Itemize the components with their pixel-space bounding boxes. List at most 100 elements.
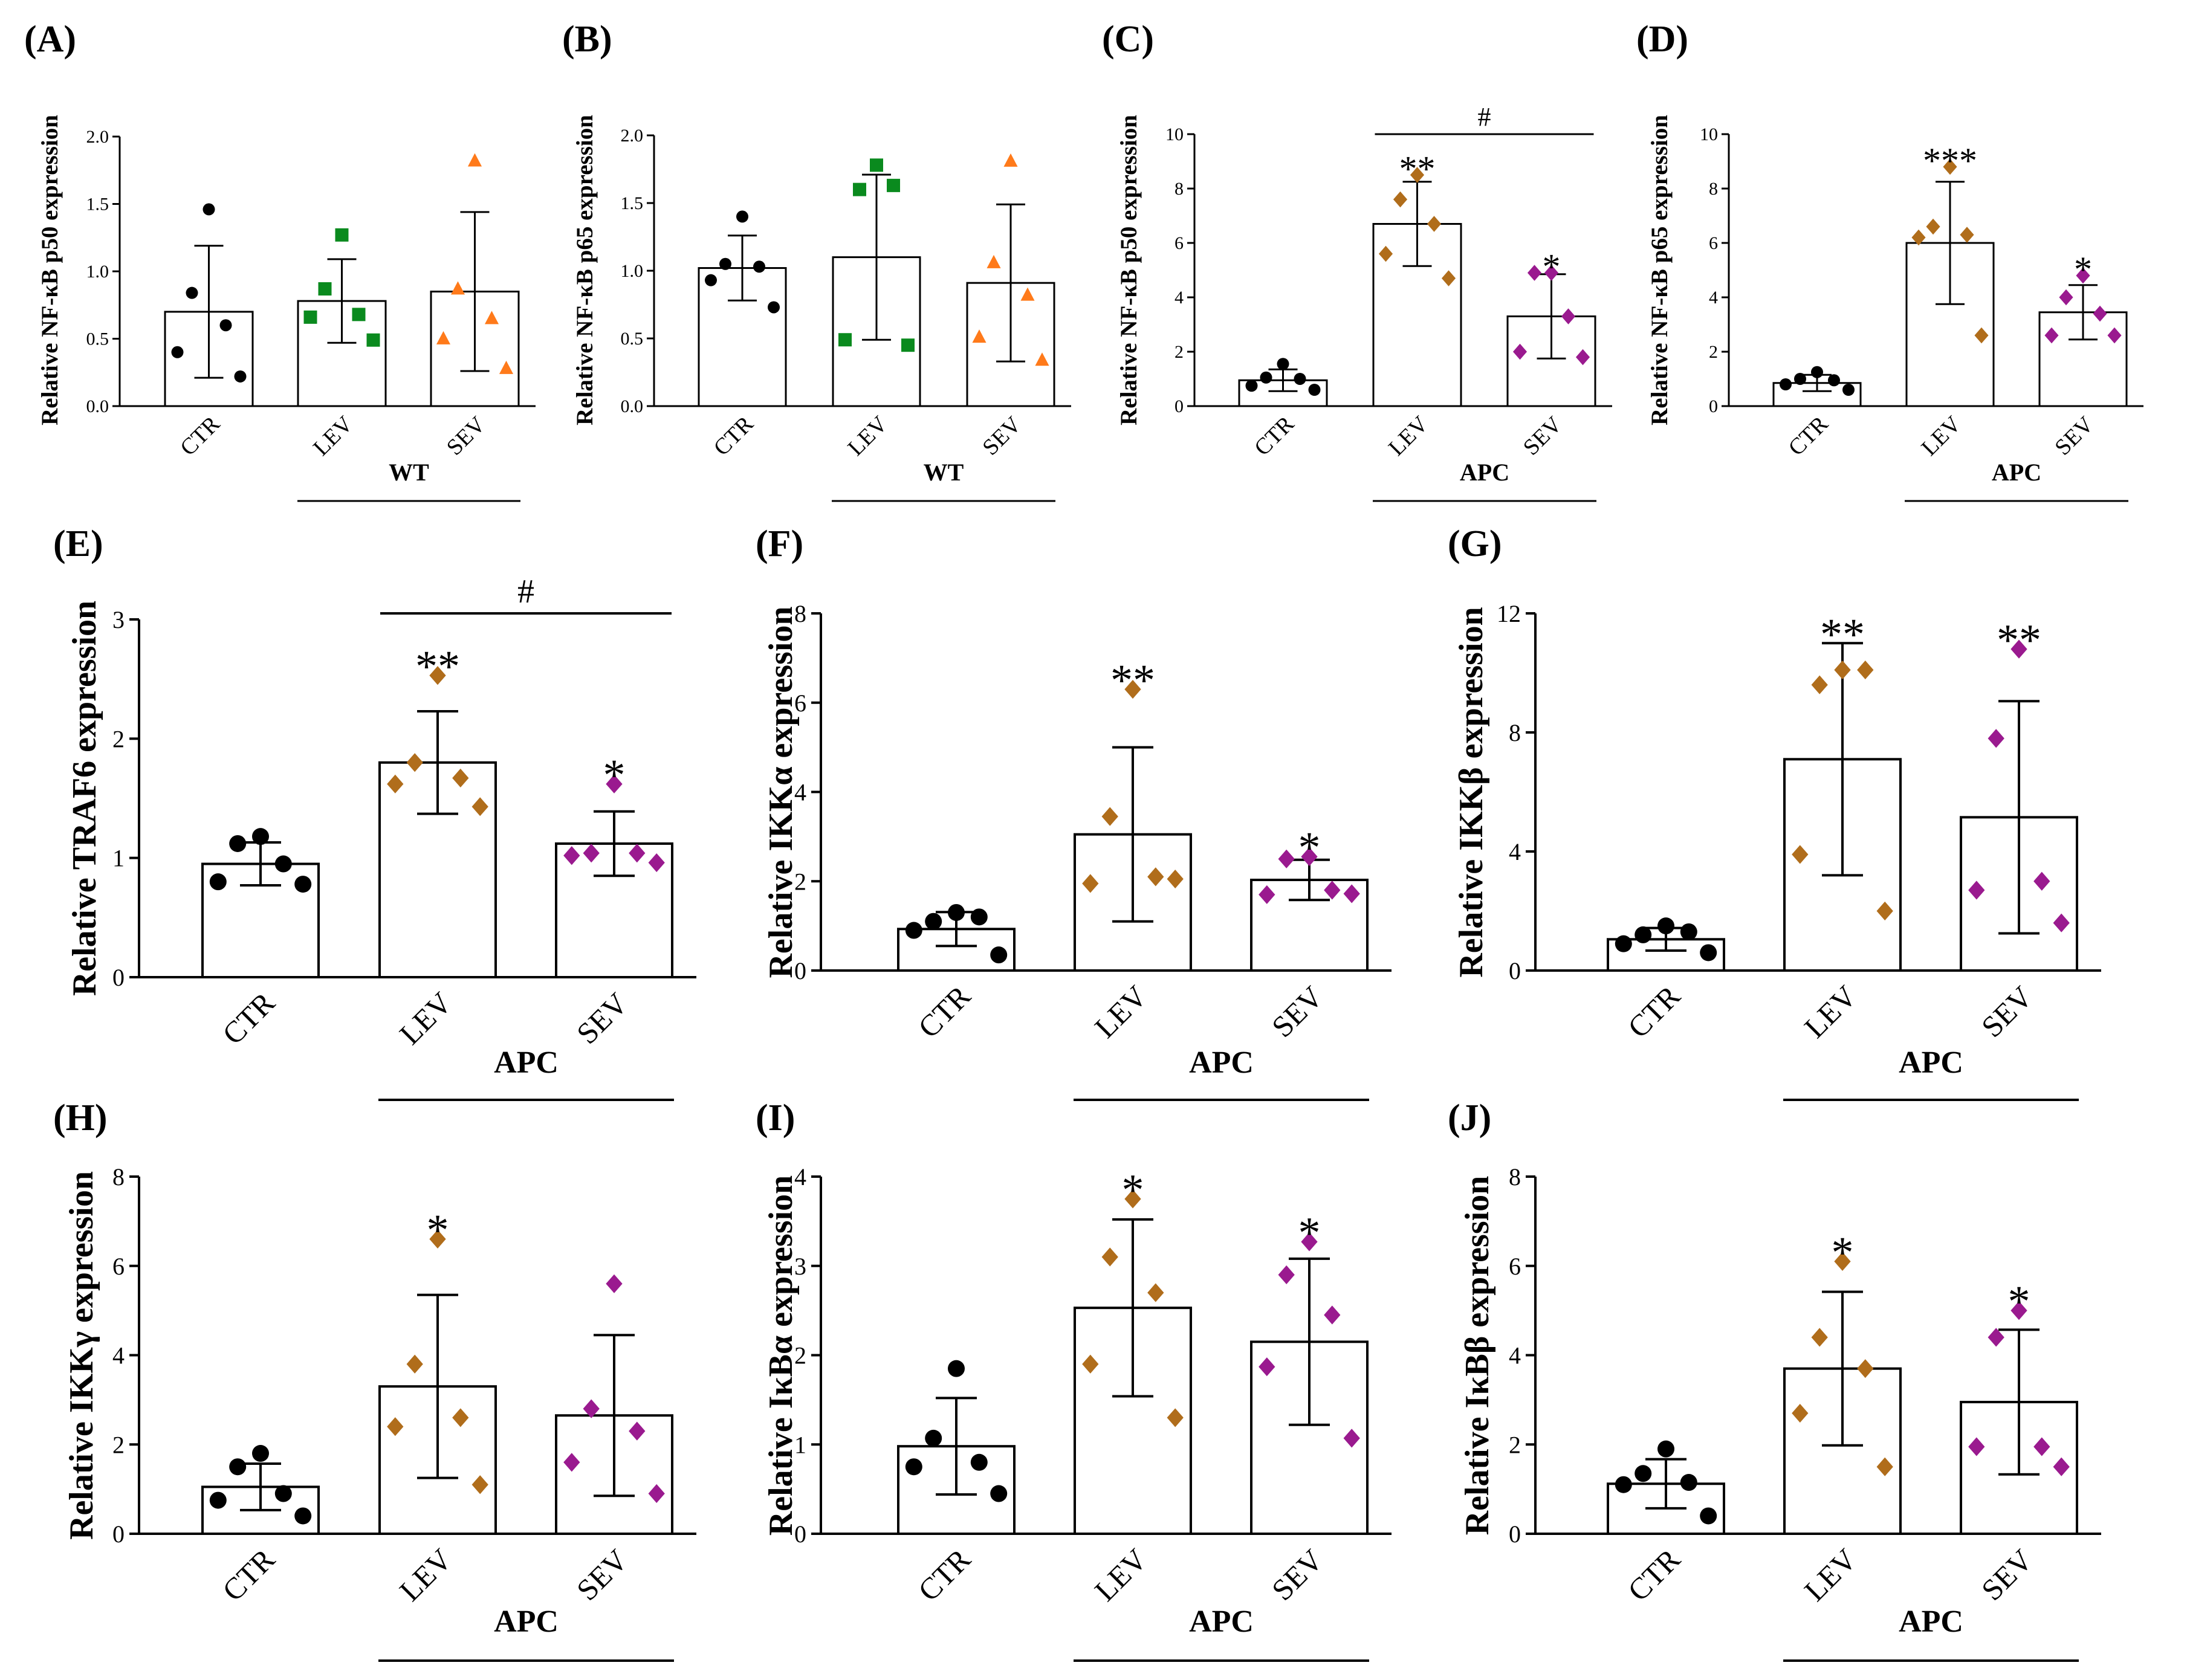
y-tick-label: 8 [794, 600, 806, 627]
data-point-ctr [202, 203, 215, 216]
data-point-lev [318, 282, 332, 296]
data-point-sev [1968, 1437, 1985, 1456]
y-tick-label: 4 [794, 779, 806, 806]
data-point-lev [1124, 1189, 1141, 1209]
y-tick-label: 4 [1509, 1342, 1521, 1369]
y-tick-label: 2 [112, 1431, 125, 1458]
data-point-ctr [1277, 358, 1289, 370]
group-label: APC [494, 1604, 559, 1639]
data-point-ctr [294, 1507, 312, 1525]
data-point-sev [1988, 729, 2004, 748]
data-point-ctr [1245, 380, 1258, 392]
y-tick-label: 8 [1174, 179, 1184, 199]
data-point-sev [1301, 847, 1318, 867]
y-tick-label: 0.0 [86, 396, 109, 416]
data-point-sev [1020, 287, 1035, 301]
y-tick-label: 10 [1700, 124, 1718, 144]
data-point-ctr [274, 855, 292, 873]
data-point-lev [387, 774, 404, 793]
data-point-lev [366, 333, 380, 347]
panel-e: (E) 0 1 2 3 Relative TRAF6 expression CTR ** LEV… [53, 523, 696, 1101]
data-point-sev [648, 1484, 665, 1504]
y-tick-label: 2 [1174, 342, 1184, 362]
data-point-ctr [753, 260, 765, 273]
data-point-ctr [1657, 1440, 1674, 1458]
y-tick-label: 1 [794, 1431, 806, 1458]
x-category-label: LEV [1917, 411, 1966, 460]
data-point-sev [1301, 1232, 1318, 1252]
x-category-label: SEV [1518, 412, 1567, 460]
y-tick-label: 1.5 [621, 193, 644, 213]
data-point-lev [1911, 229, 1926, 246]
x-category-label: SEV [442, 412, 491, 460]
data-point-lev [387, 1417, 404, 1436]
x-category-label: SEV [1975, 980, 2039, 1044]
y-tick-label: 0 [112, 964, 125, 991]
y-tick-label: 12 [1497, 600, 1521, 627]
y-axis-label: Relative IκBα expression [762, 1175, 800, 1536]
y-tick-label: 0 [1509, 1520, 1521, 1548]
data-point-sev [563, 846, 580, 865]
data-point-ctr [905, 1458, 922, 1476]
data-point-ctr [1811, 366, 1823, 378]
y-tick-label: 2 [794, 1342, 806, 1369]
data-point-ctr [1657, 917, 1674, 935]
x-category-label: SEV [2050, 412, 2099, 460]
y-tick-label: 0.5 [86, 329, 109, 349]
data-point-lev [406, 753, 423, 772]
data-point-lev [1876, 901, 1893, 921]
y-tick-label: 1.5 [86, 195, 109, 215]
y-tick-label: 4 [1509, 838, 1521, 865]
significance-marker: ** [1997, 616, 2041, 665]
data-point-ctr [990, 1485, 1008, 1502]
x-category-label: CTR [216, 1542, 282, 1607]
x-category-label: LEV [393, 986, 458, 1051]
data-point-ctr [1828, 374, 1840, 387]
data-point-sev [1324, 880, 1341, 900]
data-point-lev [335, 228, 349, 242]
panel-letter: (C) [1102, 19, 1154, 60]
y-tick-label: 2 [794, 868, 806, 895]
significance-marker: * [1122, 1166, 1144, 1215]
panel-letter: (E) [53, 523, 103, 564]
data-point-sev [987, 254, 1001, 268]
bracket-label: # [517, 573, 534, 610]
data-point-lev [471, 1475, 488, 1494]
data-point-ctr [1680, 923, 1697, 940]
data-point-sev [629, 1421, 646, 1441]
y-tick-label: 0 [112, 1520, 125, 1548]
data-point-ctr [171, 346, 184, 358]
group-label: APC [1189, 1045, 1254, 1080]
data-point-lev [838, 333, 852, 347]
data-point-sev [1544, 265, 1559, 281]
data-point-sev [1561, 308, 1576, 325]
data-point-sev [606, 1274, 623, 1293]
x-category-label: CTR [912, 978, 977, 1044]
x-category-label: CTR [912, 1542, 977, 1607]
x-category-label: CTR [1249, 411, 1299, 460]
significance-marker: ** [415, 642, 460, 692]
data-point-ctr [1294, 373, 1306, 385]
data-point-lev [1792, 1403, 1809, 1423]
y-tick-label: 2 [1509, 1431, 1521, 1458]
significance-marker: ** [1820, 610, 1865, 659]
data-point-lev [1876, 1457, 1893, 1476]
data-point-lev [1167, 1408, 1184, 1427]
data-point-ctr [970, 1453, 988, 1471]
x-category-label: SEV [570, 1543, 634, 1607]
data-point-ctr [736, 210, 748, 223]
significance-marker: * [2008, 1278, 2030, 1327]
data-point-ctr [905, 922, 922, 939]
data-point-lev [429, 1229, 446, 1249]
group-label: APC [494, 1045, 559, 1080]
group-label: WT [389, 459, 429, 486]
y-axis-label: Relative NF-κB p65 expression [1647, 115, 1673, 425]
data-point-ctr [1260, 371, 1272, 384]
data-point-lev [406, 1354, 423, 1374]
y-tick-label: 4 [1174, 288, 1184, 308]
data-point-sev [583, 1399, 600, 1418]
y-tick-label: 2 [1709, 342, 1718, 362]
data-point-ctr [1680, 1474, 1697, 1491]
y-tick-label: 0.5 [621, 329, 644, 349]
